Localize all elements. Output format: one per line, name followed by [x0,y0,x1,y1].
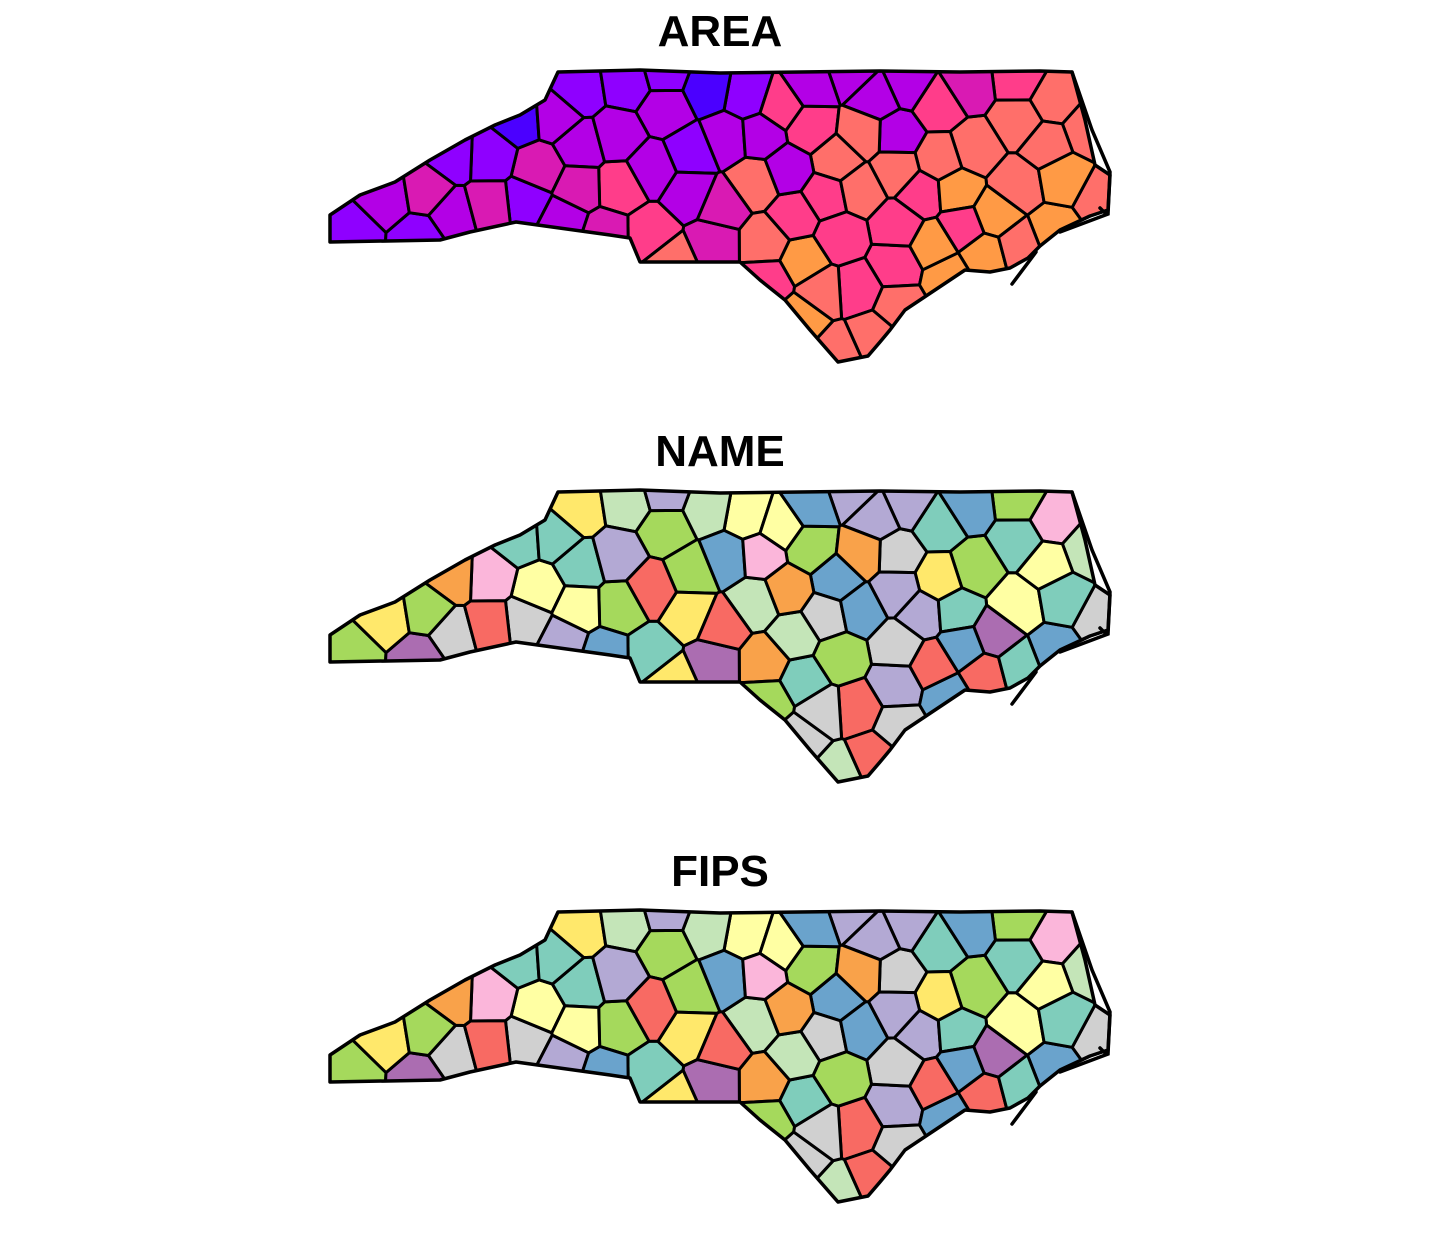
map-title-area: AREA [657,7,783,56]
county-region [879,70,940,113]
map-panel-fips: FIPS [0,840,1440,1260]
county-region [330,70,411,235]
county-region [867,990,922,1040]
county-region [695,1010,754,1071]
county-group [330,910,1110,1202]
county-region [879,490,940,533]
county-region [550,164,602,215]
county-region [697,1099,797,1202]
map-panel-name: NAME [0,420,1440,840]
county-group [330,70,1110,362]
county-region [934,625,986,674]
county-region [598,910,652,954]
county-region [867,150,922,200]
coastline-stroke [1010,1090,1038,1126]
county-region [697,679,797,782]
coastline-stroke [1058,910,1112,1074]
county-region [624,975,678,1043]
county-region [330,910,411,1075]
county-region [550,1004,602,1055]
coastline-stroke [1058,70,1112,234]
county-region [792,1102,844,1163]
county-region [867,570,922,620]
county-region [624,135,678,203]
county-region [346,910,475,1027]
county-region [377,1051,510,1202]
name-map [328,488,1112,784]
county-region [1014,959,1075,1011]
county-region [811,630,873,688]
coastline-stroke [1098,626,1108,636]
county-region [550,584,602,635]
county-region [697,259,797,362]
county-region [811,1050,873,1108]
county-region [624,555,678,623]
county-region [934,205,986,254]
coastline-stroke [1098,1046,1108,1056]
county-region [741,951,790,1001]
state-outline [328,488,1112,784]
county-region [792,262,844,323]
county-region [695,590,754,651]
county-region [346,70,475,187]
county-region [695,170,754,231]
county-region [462,179,517,328]
map-title-name: NAME [655,427,785,476]
county-region [1014,539,1075,591]
coastline-stroke [1010,670,1038,706]
county-region [598,490,652,534]
map-title-fips: FIPS [671,847,769,896]
county-region [462,599,517,748]
county-region [1014,119,1075,171]
county-region [811,210,873,268]
county-region [879,910,940,953]
coastline-stroke [1010,250,1038,286]
county-region [346,490,475,607]
county-region [741,531,790,581]
fips-map [328,908,1112,1204]
coastline-stroke [1058,490,1112,654]
county-region [462,1019,517,1168]
county-region [330,490,411,655]
county-region [598,70,652,114]
state-outline [328,908,1112,1204]
map-panel-area: AREA [0,0,1440,420]
county-group [330,490,1110,782]
county-region [377,211,510,362]
county-region [792,682,844,743]
county-region [741,111,790,161]
state-outline [328,68,1112,364]
county-region [934,1045,986,1094]
area-map [328,68,1112,364]
coastline-stroke [1098,206,1108,216]
county-region [377,631,510,782]
